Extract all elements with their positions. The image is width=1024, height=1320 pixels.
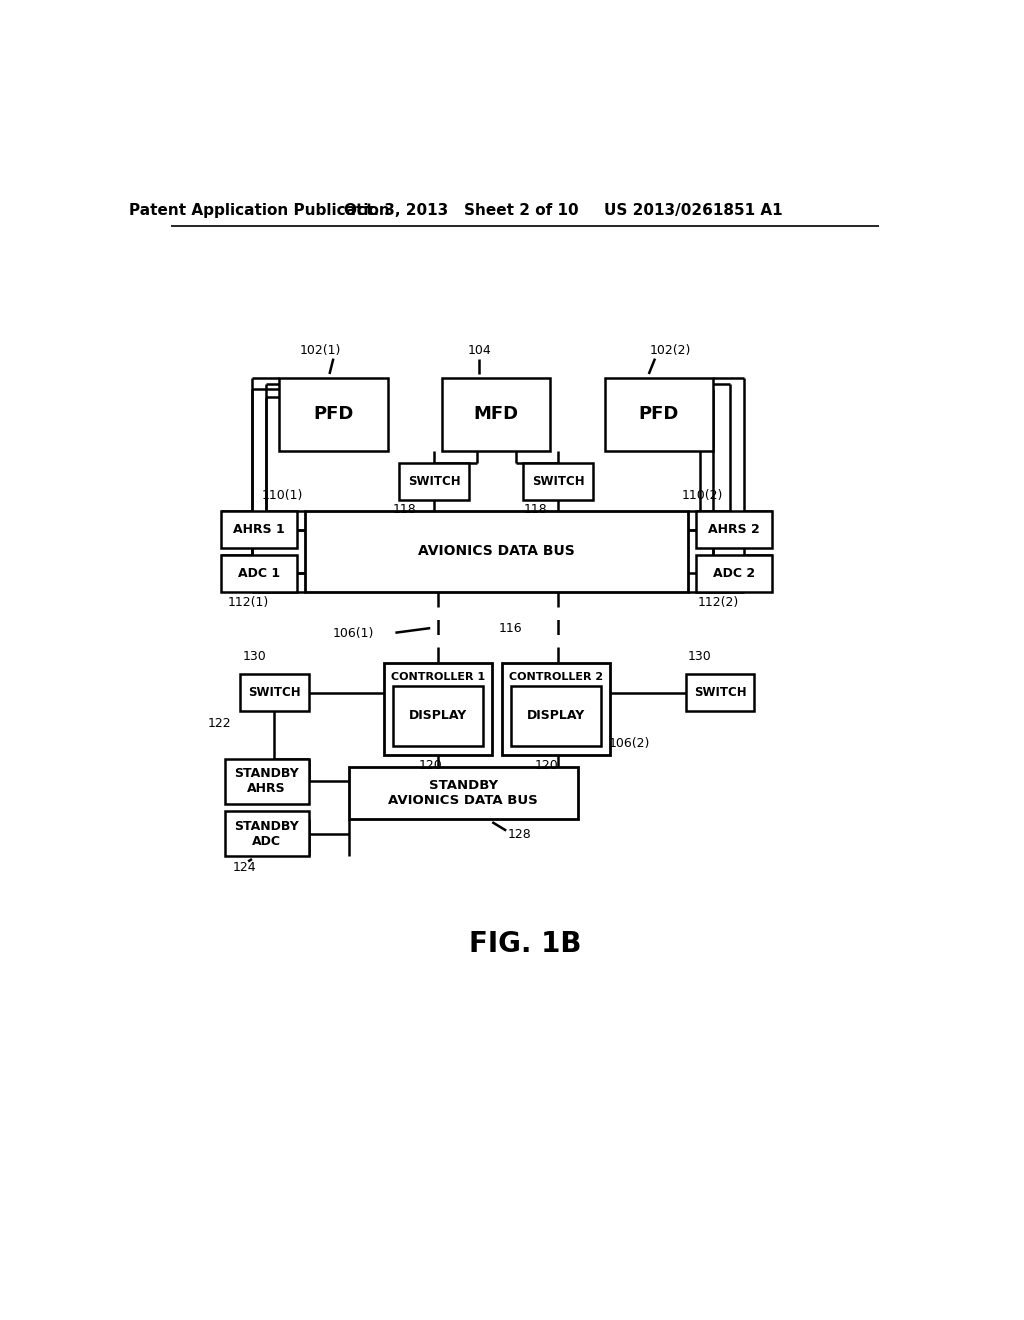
Text: STANDBY
AHRS: STANDBY AHRS bbox=[234, 767, 299, 796]
Bar bbox=[349, 767, 578, 818]
Bar bbox=[696, 554, 772, 591]
Text: DISPLAY: DISPLAY bbox=[409, 709, 467, 722]
Text: DISPLAY: DISPLAY bbox=[526, 709, 585, 722]
Text: AHRS 2: AHRS 2 bbox=[709, 523, 760, 536]
Text: SWITCH: SWITCH bbox=[248, 686, 301, 700]
Text: FIG. 1B: FIG. 1B bbox=[469, 929, 581, 958]
Text: 106(2): 106(2) bbox=[608, 737, 650, 750]
Text: AVIONICS DATA BUS: AVIONICS DATA BUS bbox=[418, 544, 574, 558]
Text: 112(2): 112(2) bbox=[697, 595, 739, 609]
Bar bbox=[393, 686, 483, 746]
Text: 104: 104 bbox=[467, 345, 490, 358]
Text: SWITCH: SWITCH bbox=[531, 474, 585, 487]
Text: 110(2): 110(2) bbox=[682, 488, 724, 502]
Text: ADC 1: ADC 1 bbox=[238, 566, 280, 579]
Text: PFD: PFD bbox=[639, 405, 679, 424]
Bar bbox=[442, 378, 550, 451]
Text: 120: 120 bbox=[535, 759, 558, 772]
Text: 102(2): 102(2) bbox=[650, 345, 691, 358]
Bar bbox=[225, 759, 308, 804]
Text: 112(1): 112(1) bbox=[227, 595, 268, 609]
Text: 106(1): 106(1) bbox=[333, 627, 375, 640]
Text: 110(1): 110(1) bbox=[262, 488, 303, 502]
Text: STANDBY
ADC: STANDBY ADC bbox=[234, 820, 299, 847]
Text: ADC 2: ADC 2 bbox=[713, 566, 755, 579]
Bar bbox=[686, 675, 755, 711]
Text: PFD: PFD bbox=[313, 405, 353, 424]
Bar bbox=[384, 663, 493, 755]
Bar bbox=[502, 663, 610, 755]
Text: STANDBY
AVIONICS DATA BUS: STANDBY AVIONICS DATA BUS bbox=[388, 779, 538, 807]
Bar bbox=[225, 812, 308, 855]
Text: 122: 122 bbox=[208, 717, 231, 730]
Text: 116: 116 bbox=[499, 622, 522, 635]
Text: 130: 130 bbox=[243, 649, 266, 663]
Text: SWITCH: SWITCH bbox=[408, 474, 461, 487]
Bar bbox=[696, 511, 772, 548]
Text: 124: 124 bbox=[232, 861, 256, 874]
Text: CONTROLLER 1: CONTROLLER 1 bbox=[391, 672, 485, 681]
Bar bbox=[305, 511, 688, 591]
Text: Oct. 3, 2013   Sheet 2 of 10: Oct. 3, 2013 Sheet 2 of 10 bbox=[344, 203, 579, 218]
Text: 102(1): 102(1) bbox=[299, 345, 341, 358]
Bar bbox=[280, 378, 388, 451]
Bar bbox=[523, 462, 593, 499]
Text: 120: 120 bbox=[419, 759, 442, 772]
Text: 118: 118 bbox=[392, 503, 417, 516]
Text: MFD: MFD bbox=[473, 405, 519, 424]
Text: 130: 130 bbox=[687, 649, 712, 663]
Bar bbox=[604, 378, 713, 451]
Text: AHRS 1: AHRS 1 bbox=[233, 523, 285, 536]
Text: 118: 118 bbox=[523, 503, 547, 516]
Text: 128: 128 bbox=[508, 829, 531, 841]
Bar bbox=[511, 686, 601, 746]
Bar bbox=[221, 554, 297, 591]
Text: CONTROLLER 2: CONTROLLER 2 bbox=[509, 672, 603, 681]
Bar bbox=[241, 675, 308, 711]
Bar bbox=[221, 511, 297, 548]
Text: Patent Application Publication: Patent Application Publication bbox=[129, 203, 390, 218]
Text: SWITCH: SWITCH bbox=[694, 686, 746, 700]
Bar bbox=[399, 462, 469, 499]
Text: US 2013/0261851 A1: US 2013/0261851 A1 bbox=[604, 203, 783, 218]
